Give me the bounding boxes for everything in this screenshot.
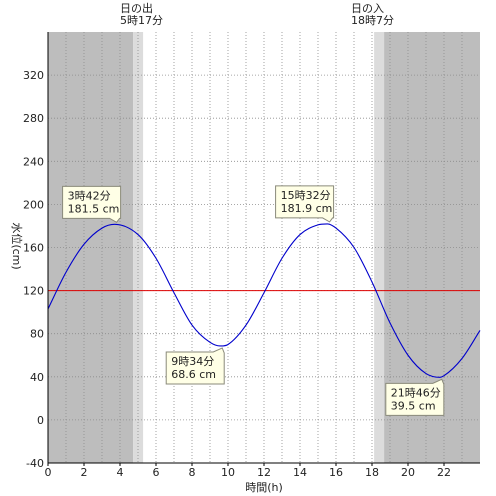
y-tick-label: 80 xyxy=(30,328,44,341)
extremum-time-label: 21時46分 xyxy=(391,386,441,399)
tick-labels: 0 2 4 6 8 10 12 14 16 18 20 22-40040801201602002402… xyxy=(23,69,451,479)
y-tick-label: 0 xyxy=(37,414,44,427)
extremum-time-label: 3時42分 xyxy=(68,189,111,202)
y-tick-label: -40 xyxy=(26,457,44,470)
y-tick-label: 40 xyxy=(30,371,44,384)
annotation-box xyxy=(62,185,122,223)
annotation-box xyxy=(165,347,225,385)
extremum-value-label: 181.5 cm xyxy=(68,202,120,215)
x-tick-label: 22 xyxy=(437,466,451,479)
x-tick-label: 16 xyxy=(329,466,343,479)
y-tick-label: 280 xyxy=(23,112,44,125)
twilight-shade-evening xyxy=(374,32,385,463)
x-tick-label: 14 xyxy=(293,466,307,479)
y-tick-label: 200 xyxy=(23,198,44,211)
sunset-time-label: 18時7分 xyxy=(351,14,394,27)
sunrise-time-label: 5時17分 xyxy=(120,14,163,27)
x-tick-label: 0 xyxy=(45,466,52,479)
y-axis-label: 水位(cm) xyxy=(10,222,24,269)
extremum-value-label: 68.6 cm xyxy=(171,368,216,381)
x-tick-label: 8 xyxy=(189,466,196,479)
y-tick-label: 120 xyxy=(23,285,44,298)
x-tick-label: 4 xyxy=(117,466,124,479)
x-tick-label: 6 xyxy=(153,466,160,479)
x-tick-label: 12 xyxy=(257,466,271,479)
x-tick-label: 10 xyxy=(221,466,235,479)
y-tick-label: 320 xyxy=(23,69,44,82)
extremum-value-label: 181.9 cm xyxy=(281,202,333,215)
y-tick-label: 160 xyxy=(23,242,44,255)
x-tick-label: 20 xyxy=(401,466,415,479)
sunset-label: 日の入 xyxy=(351,2,384,15)
x-axis-label: 時間(h) xyxy=(245,481,283,494)
series-line xyxy=(47,223,481,378)
extremum-value-label: 39.5 cm xyxy=(391,399,436,412)
x-tick-label: 2 xyxy=(81,466,88,479)
extremum-time-label: 9時34分 xyxy=(171,355,214,368)
sunrise-label: 日の出 xyxy=(120,1,153,15)
extremum-time-label: 15時32分 xyxy=(281,189,331,202)
x-tick-label: 18 xyxy=(365,466,379,479)
y-tick-label: 240 xyxy=(23,155,44,168)
annotation-box xyxy=(385,378,445,416)
annotation-box xyxy=(275,185,335,223)
